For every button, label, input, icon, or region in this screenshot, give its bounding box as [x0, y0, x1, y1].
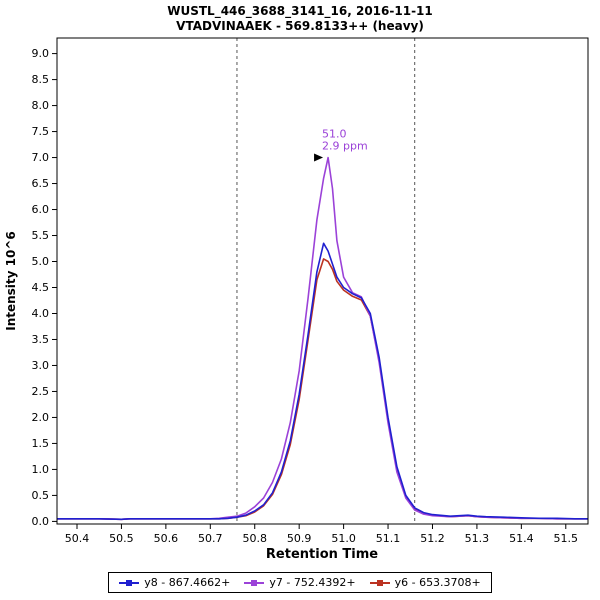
y-tick-label: 5.0 — [32, 255, 50, 268]
y-tick-label: 6.0 — [32, 203, 50, 216]
legend-marker-icon — [376, 579, 383, 586]
y-tick-label: 9.0 — [32, 47, 50, 60]
chart-subtitle: VTADVINAAEK - 569.8133++ (heavy) — [176, 19, 424, 33]
legend-item-label: y6 - 653.3708+ — [394, 576, 481, 589]
legend-line-icon — [369, 579, 390, 586]
y-tick-label: 2.0 — [32, 411, 50, 424]
y-tick-label: 8.0 — [32, 99, 50, 112]
legend-item-y6: y6 - 653.3708+ — [369, 576, 481, 589]
legend-item-label: y8 - 867.4662+ — [144, 576, 231, 589]
x-tick-label: 50.9 — [287, 532, 312, 545]
x-tick-label: 50.7 — [198, 532, 223, 545]
series-line-y8 — [57, 242, 588, 521]
y-tick-label: 7.0 — [32, 151, 50, 164]
y-tick-label: 3.0 — [32, 359, 50, 372]
legend-item-y8: y8 - 867.4662+ — [119, 576, 230, 589]
y-tick-label: 4.0 — [32, 307, 50, 320]
legend-item-y7: y7 - 752.4392+ — [244, 576, 356, 589]
x-tick-label: 51.0 — [331, 532, 356, 545]
x-axis-title: Retention Time — [266, 547, 378, 562]
series-line-y7 — [57, 156, 588, 521]
y-tick-label: 1.5 — [32, 437, 50, 450]
y-axis-title: Intensity 10^6 — [4, 231, 18, 331]
x-tick-label: 50.8 — [242, 532, 267, 545]
legend-marker-icon — [126, 579, 133, 586]
y-tick-label: 5.5 — [32, 229, 50, 242]
legend-line-icon — [244, 579, 265, 586]
y-tick-label: 7.5 — [32, 125, 50, 138]
x-tick-label: 51.5 — [554, 532, 579, 545]
y-tick-label: 2.5 — [32, 385, 50, 398]
legend-line-icon — [119, 579, 140, 586]
y-tick-label: 4.5 — [32, 281, 50, 294]
y-tick-label: 8.5 — [32, 73, 50, 86]
chart-titles: WUSTL_446_3688_3141_16, 2016-11-11 VTADV… — [0, 4, 600, 34]
x-tick-label: 50.4 — [65, 532, 90, 545]
chromatogram-plot[interactable]: 0.0 0.5 1.0 1.5 2.0 2.5 3.0 3.5 4.0 4.5 5.0 5.5 6.0 6… — [0, 0, 600, 572]
legend-box: y8 - 867.4662+ y7 - 752.4392+ y6 - 653.370… — [108, 572, 492, 593]
plot-border — [56, 37, 589, 525]
peak-rt-annotation: 51.0 — [322, 128, 347, 141]
chart-title: WUSTL_446_3688_3141_16, 2016-11-11 — [167, 4, 433, 18]
series-line-y6 — [57, 258, 588, 521]
y-tick-label: 0.5 — [32, 489, 50, 502]
peak-ppm-annotation: 2.9 ppm — [322, 140, 368, 153]
y-tick-label: 3.5 — [32, 333, 50, 346]
x-tick-label: 51.2 — [420, 532, 445, 545]
x-tick-label: 50.5 — [109, 532, 134, 545]
peak-pointer-icon — [314, 153, 324, 162]
legend-item-label: y7 - 752.4392+ — [269, 576, 356, 589]
y-tick-label: 0.0 — [32, 515, 50, 528]
y-tick-label: 1.0 — [32, 463, 50, 476]
x-tick-label: 51.3 — [465, 532, 490, 545]
plot-dynamic-layer: 0.0 0.5 1.0 1.5 2.0 2.5 3.0 3.5 4.0 4.5 5.0 5.5 6.0 6… — [32, 38, 588, 545]
x-tick-label: 50.6 — [154, 532, 179, 545]
legend-marker-icon — [251, 579, 258, 586]
y-tick-label: 6.5 — [32, 177, 50, 190]
x-tick-label: 51.4 — [509, 532, 534, 545]
x-tick-label: 51.1 — [376, 532, 401, 545]
legend: y8 - 867.4662+ y7 - 752.4392+ y6 - 653.370… — [0, 572, 600, 593]
